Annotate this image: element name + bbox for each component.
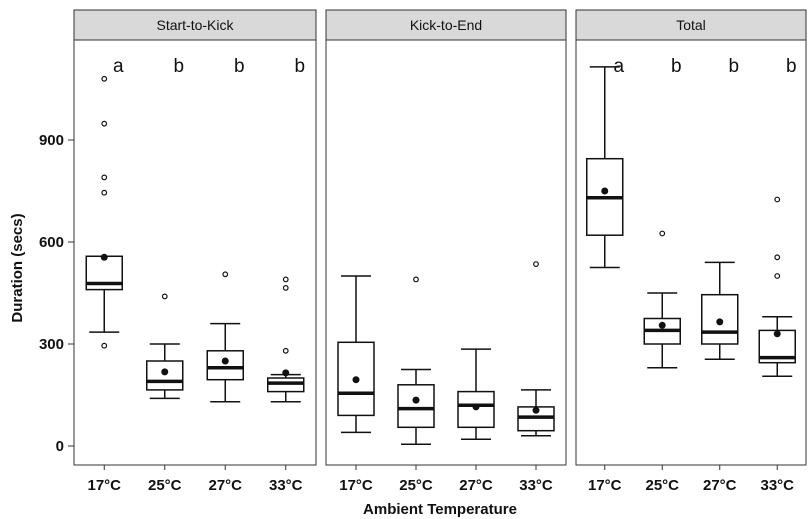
mean-point bbox=[601, 187, 609, 195]
mean-point bbox=[161, 368, 169, 376]
significance-letter: b bbox=[671, 56, 682, 77]
panel-frame bbox=[325, 39, 567, 466]
panel-title: Total bbox=[676, 17, 706, 33]
x-tick-label: 25°C bbox=[399, 477, 433, 494]
y-tick-label: 300 bbox=[39, 336, 64, 353]
x-tick-label: 27°C bbox=[459, 477, 493, 494]
significance-letter: b bbox=[294, 56, 305, 77]
box-iqr bbox=[206, 350, 244, 381]
significance-letter: b bbox=[786, 56, 797, 77]
panel-frame bbox=[575, 39, 807, 466]
significance-letter: a bbox=[113, 56, 124, 77]
outlier-point bbox=[774, 196, 781, 203]
x-tick-label: 27°C bbox=[703, 477, 737, 494]
x-tick-label: 17°C bbox=[588, 477, 622, 494]
panel-title: Kick-to-End bbox=[410, 17, 482, 33]
box-iqr bbox=[146, 360, 184, 391]
box-iqr bbox=[397, 384, 435, 429]
outlier-point bbox=[101, 174, 108, 181]
x-tick-label: 17°C bbox=[339, 477, 373, 494]
outlier-point bbox=[101, 120, 108, 127]
mean-point bbox=[282, 369, 290, 377]
mean-point bbox=[472, 403, 480, 411]
mean-point bbox=[532, 406, 540, 414]
mean-point bbox=[412, 396, 420, 404]
outlier-point bbox=[161, 293, 168, 300]
outlier-point bbox=[282, 285, 289, 291]
significance-letter: a bbox=[613, 56, 624, 77]
outlier-point bbox=[774, 254, 781, 261]
outlier-point bbox=[774, 273, 781, 279]
panel-strip bbox=[575, 9, 807, 41]
mean-point bbox=[100, 253, 108, 261]
box-iqr bbox=[337, 341, 375, 417]
x-tick-label: 25°C bbox=[645, 477, 679, 494]
x-tick-label: 25°C bbox=[148, 477, 182, 494]
significance-letter: b bbox=[728, 56, 739, 77]
outlier-point bbox=[101, 342, 108, 349]
mean-point bbox=[716, 318, 724, 326]
outlier-point bbox=[533, 261, 539, 268]
y-tick-label: 900 bbox=[39, 132, 64, 149]
outlier-point bbox=[659, 230, 666, 237]
x-tick-label: 27°C bbox=[208, 477, 242, 494]
outlier-point bbox=[282, 276, 289, 283]
outlier-point bbox=[222, 271, 229, 278]
y-tick-label: 600 bbox=[39, 234, 64, 251]
mean-point bbox=[352, 376, 360, 384]
box-iqr bbox=[457, 390, 495, 429]
outlier-point bbox=[282, 347, 289, 354]
outlier-point bbox=[413, 276, 419, 283]
mean-point bbox=[658, 321, 666, 329]
outlier-point bbox=[101, 75, 108, 82]
x-tick-label: 33°C bbox=[269, 477, 303, 494]
significance-letter: b bbox=[173, 56, 184, 77]
y-tick-label: 0 bbox=[56, 438, 64, 455]
significance-letter: b bbox=[234, 56, 245, 77]
mean-point bbox=[221, 357, 229, 365]
y-axis-title: Duration (secs) bbox=[9, 213, 26, 322]
x-tick-label: 33°C bbox=[760, 477, 794, 494]
box-iqr bbox=[701, 293, 739, 345]
panel-frame bbox=[73, 39, 317, 466]
panel-strip bbox=[73, 9, 317, 41]
outlier-point bbox=[101, 189, 108, 196]
mean-point bbox=[773, 330, 781, 338]
x-tick-label: 17°C bbox=[87, 477, 121, 494]
panel-title: Start-to-Kick bbox=[156, 17, 234, 33]
x-tick-label: 33°C bbox=[519, 477, 553, 494]
x-axis-title: Ambient Temperature bbox=[363, 501, 517, 518]
